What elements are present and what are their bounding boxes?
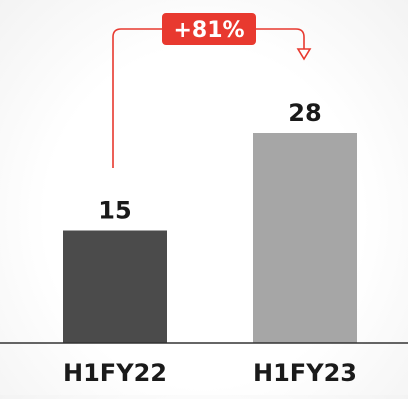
growth-badge-label: +81%: [173, 18, 244, 43]
data-label-h1fy23: 28: [288, 99, 321, 127]
growth-annotation: +81%: [112, 13, 312, 168]
labels-layer: 15 H1FY22 28 H1FY23: [63, 99, 357, 387]
growth-badge: [162, 13, 256, 45]
bar-h1fy23: [253, 133, 357, 343]
bars-layer: [63, 133, 357, 343]
bar-h1fy22: [63, 230, 167, 343]
data-label-h1fy22: 15: [98, 197, 131, 225]
arrow-down-icon: [296, 48, 312, 61]
category-label-h1fy23: H1FY23: [253, 359, 357, 387]
category-label-h1fy22: H1FY22: [63, 359, 167, 387]
